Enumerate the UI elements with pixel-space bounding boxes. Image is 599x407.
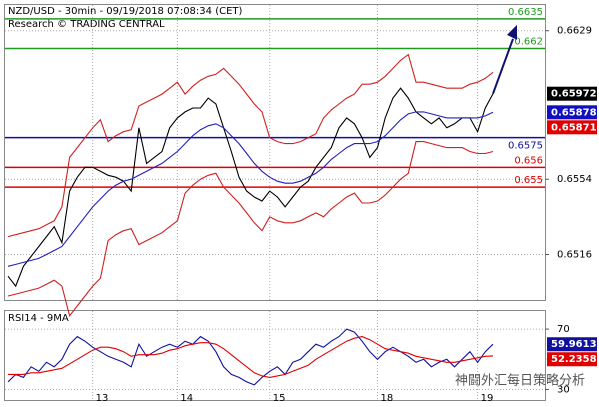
price-panel-frame xyxy=(4,4,546,301)
x-tick-label: 18 xyxy=(381,393,394,404)
rsi-title: RSI14 - 9MA xyxy=(8,313,69,324)
series-line xyxy=(7,87,494,288)
chart-subtitle: Research © TRADING CENTRAL xyxy=(8,19,165,30)
price-label: 59.9613 xyxy=(551,339,597,350)
x-tick-label: 19 xyxy=(481,393,494,404)
price-label-box xyxy=(547,86,597,101)
price-label-box xyxy=(547,337,597,352)
y-tick-label: 0.6554 xyxy=(557,174,592,185)
rsi-panel-frame xyxy=(4,310,546,401)
chart-title: NZD/USD - 30min - 09/19/2018 07:08:34 (C… xyxy=(8,6,242,17)
y-tick-label: 70 xyxy=(557,324,570,335)
price-label-box xyxy=(547,352,597,367)
level-label: 0.6575 xyxy=(508,141,543,152)
level-label: 0.662 xyxy=(514,37,543,48)
y-tick-label: 30 xyxy=(557,384,570,395)
series-line xyxy=(7,53,494,238)
price-label-box xyxy=(547,105,597,120)
watermark: 神闘外汇每日策略分析 xyxy=(455,373,585,389)
series-line xyxy=(7,141,494,318)
price-label: 0.65972 xyxy=(551,89,597,100)
price-label: 0.65878 xyxy=(551,107,597,118)
forecast-arrow xyxy=(492,38,514,95)
y-tick-label: 0.6629 xyxy=(557,26,592,37)
price-label: 0.65871 xyxy=(551,122,597,133)
price-label-box xyxy=(547,120,597,135)
y-tick-label: 0.6516 xyxy=(557,249,592,260)
level-label: 0.656 xyxy=(514,155,543,166)
x-tick-label: 14 xyxy=(180,393,193,404)
level-label: 0.6635 xyxy=(508,7,543,18)
x-tick-label: 15 xyxy=(273,393,286,404)
series-line xyxy=(8,336,494,378)
series-line xyxy=(7,111,494,267)
level-label: 0.655 xyxy=(514,175,543,186)
price-label: 52.2358 xyxy=(551,354,597,365)
x-tick-label: 13 xyxy=(96,393,109,404)
forecast-arrow-head xyxy=(507,24,517,40)
series-line xyxy=(7,328,494,386)
